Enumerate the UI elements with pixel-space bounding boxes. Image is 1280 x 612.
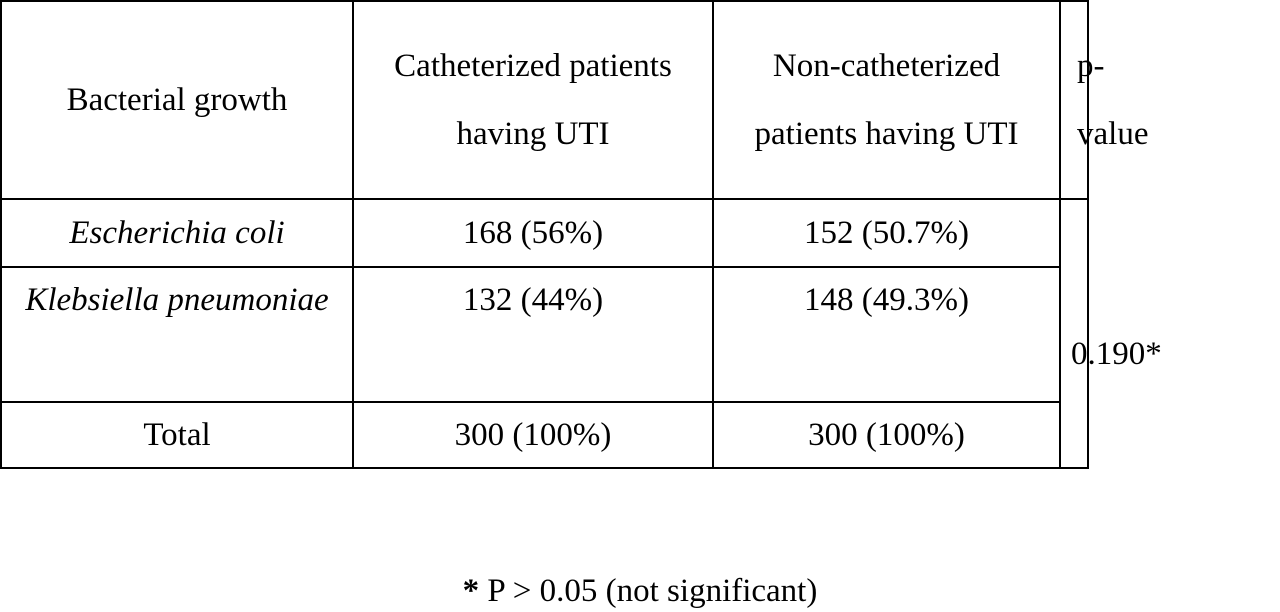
header-row: Bacterial growth Catheterized patients h…: [0, 0, 1148, 200]
table-row: Total 300 (100%) 300 (100%): [0, 401, 1088, 469]
footnote-symbol: *: [462, 573, 480, 609]
organism-cell: Klebsiella pneumoniae: [0, 266, 354, 403]
p-value-cell: 0.190*: [1059, 198, 1162, 469]
header-cell: p-value: [1059, 0, 1148, 200]
table-row: Escherichia coli 168 (56%) 152 (50.7%) 0…: [0, 198, 1162, 469]
data-table: Bacterial growth Catheterized patients h…: [0, 0, 1162, 469]
value-cell: 300 (100%): [352, 401, 714, 469]
header-cell: Non-catheterized patients having UTI: [712, 0, 1061, 200]
footnote: * P > 0.05 (not significant): [0, 566, 1280, 612]
table-row: Klebsiella pneumoniae 132 (44%) 148 (49.…: [0, 266, 1088, 403]
value-cell: 152 (50.7%): [712, 198, 1061, 268]
organism-cell: Escherichia coli: [0, 198, 354, 268]
value-cell: 148 (49.3%): [712, 266, 1061, 403]
total-cell: Total: [0, 401, 354, 469]
header-cell: Bacterial growth: [0, 0, 354, 200]
header-cell: Catheterized patients having UTI: [352, 0, 714, 200]
value-cell: 132 (44%): [352, 266, 714, 403]
value-cell: 300 (100%): [712, 401, 1061, 469]
value-cell: 168 (56%): [352, 198, 714, 268]
footnote-text: P > 0.05 (not significant): [487, 573, 818, 609]
